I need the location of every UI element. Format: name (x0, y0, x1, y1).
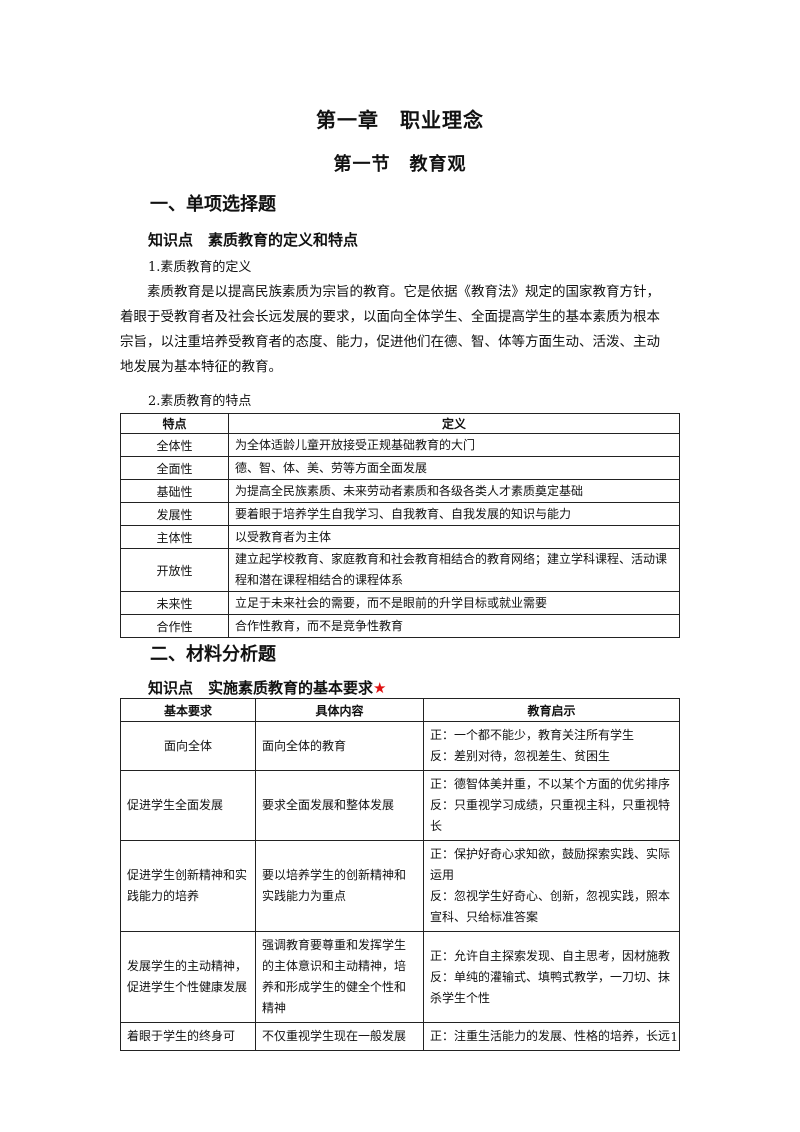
knowledge-point-text: 知识点 实施素质教育的基本要求 (148, 679, 374, 697)
table-row: 发展性 要着眼于培养学生自我学习、自我教育、自我发展的知识与能力 (120, 502, 680, 526)
star-icon: ★ (373, 679, 387, 697)
section-title: 第一节 教育观 (333, 154, 467, 175)
table-row: 未来性 立足于未来社会的需要，而不是眼前的升学目标或就业需要 (120, 591, 680, 615)
part1-knowledge-point: 知识点 素质教育的定义和特点 (148, 231, 359, 249)
feature-name: 基础性 (120, 479, 229, 503)
part1-heading: 一、单项选择题 (150, 194, 276, 215)
content-cell: 要求全面发展和整体发展 (255, 770, 424, 841)
chapter-title: 第一章 职业理念 (316, 108, 484, 132)
feature-definition: 要着眼于培养学生自我学习、自我教育、自我发展的知识与能力 (228, 502, 680, 526)
content-cell: 不仅重视学生现在一般发展 (255, 1022, 424, 1051)
table-row: 面向全体 面向全体的教育 正：一个都不能少，教育关注所有学生 反：差别对待，忽视… (120, 721, 680, 771)
item2-label: 2.素质教育的特点 (148, 394, 252, 409)
feature-name: 全面性 (120, 456, 229, 480)
table-row: 主体性 以受教育者为主体 (120, 525, 680, 549)
implication-cell: 正：一个都不能少，教育关注所有学生 反：差别对待，忽视差生、贫困生 (423, 721, 680, 771)
item1-label: 1.素质教育的定义 (148, 260, 252, 275)
feature-name: 主体性 (120, 525, 229, 549)
table-row: 合作性 合作性教育，而不是竞争性教育 (120, 614, 680, 638)
content-cell: 要以培养学生的创新精神和实践能力为重点 (255, 840, 424, 932)
feature-name: 发展性 (120, 502, 229, 526)
table-row: 促进学生创新精神和实践能力的培养 要以培养学生的创新精神和实践能力为重点 正：保… (120, 840, 680, 932)
column-header: 特点 (120, 413, 229, 434)
feature-definition: 合作性教育，而不是竞争性教育 (228, 614, 680, 638)
implication-cell: 正：保护好奇心求知欲，鼓励探索实践、实际运用 反：忽视学生好奇心、创新，忽视实践… (423, 840, 680, 932)
feature-definition: 建立起学校教育、家庭教育和社会教育相结合的教育网络；建立学科课程、活动课程和潜在… (228, 548, 680, 592)
requirement-cell: 促进学生创新精神和实践能力的培养 (120, 840, 256, 932)
definition-line: 着眼于受教育者及社会长远发展的要求，以面向全体学生、全面提高学生的基本素质为根本 (120, 309, 660, 325)
requirement-cell: 面向全体 (120, 721, 256, 771)
requirement-cell: 着眼于学生的终身可 (120, 1022, 256, 1051)
feature-name: 开放性 (120, 548, 229, 592)
table-header-row: 特点 定义 (120, 413, 680, 434)
feature-definition: 德、智、体、美、劳等方面全面发展 (228, 456, 680, 480)
table-row: 促进学生全面发展 要求全面发展和整体发展 正：德智体美并重，不以某个方面的优劣排… (120, 770, 680, 841)
definition-paragraph: 素质教育是以提高民族素质为宗旨的教育。它是依据《教育法》规定的国家教育方针， 着… (120, 280, 680, 380)
feature-definition: 为全体适龄儿童开放接受正规基础教育的大门 (228, 433, 680, 457)
implication-cell: 正：注重生活能力的发展、性格的培养，长远 (423, 1022, 680, 1051)
column-header: 教育启示 (423, 698, 680, 722)
definition-line: 地发展为基本特征的教育。 (120, 359, 282, 375)
features-table: 特点 定义 全体性 为全体适龄儿童开放接受正规基础教育的大门 全面性 德、智、体… (120, 413, 680, 638)
column-header: 基本要求 (120, 698, 256, 722)
requirement-cell: 发展学生的主动精神，促进学生个性健康发展 (120, 931, 256, 1023)
feature-definition: 为提高全民族素质、未来劳动者素质和各级各类人才素质奠定基础 (228, 479, 680, 503)
content-cell: 面向全体的教育 (255, 721, 424, 771)
table-row: 着眼于学生的终身可 不仅重视学生现在一般发展 正：注重生活能力的发展、性格的培养… (120, 1022, 680, 1051)
part2-heading: 二、材料分析题 (150, 644, 276, 665)
feature-name: 全体性 (120, 433, 229, 457)
part2-knowledge-point: 知识点 实施素质教育的基本要求★ (148, 677, 386, 698)
feature-name: 未来性 (120, 591, 229, 615)
implication-cell: 正：允许自主探索发现、自主思考，因材施教 反：单纯的灌输式、填鸭式教学，一刀切、… (423, 931, 680, 1023)
definition-line: 素质教育是以提高民族素质为宗旨的教育。它是依据《教育法》规定的国家教育方针， (147, 284, 660, 300)
table-row: 全面性 德、智、体、美、劳等方面全面发展 (120, 456, 680, 480)
implication-cell: 正：德智体美并重，不以某个方面的优劣排序 反：只重视学习成绩，只重视主科，只重视… (423, 770, 680, 841)
content-cell: 强调教育要尊重和发挥学生的主体意识和主动精神，培养和形成学生的健全个性和精神 (255, 931, 424, 1023)
table-row: 开放性 建立起学校教育、家庭教育和社会教育相结合的教育网络；建立学科课程、活动课… (120, 548, 680, 592)
feature-name: 合作性 (120, 614, 229, 638)
feature-definition: 以受教育者为主体 (228, 525, 680, 549)
table-row: 发展学生的主动精神，促进学生个性健康发展 强调教育要尊重和发挥学生的主体意识和主… (120, 931, 680, 1023)
page-number: 1 (670, 1030, 678, 1044)
column-header: 定义 (228, 413, 680, 434)
feature-definition: 立足于未来社会的需要，而不是眼前的升学目标或就业需要 (228, 591, 680, 615)
table-header-row: 基本要求 具体内容 教育启示 (120, 698, 680, 722)
definition-line: 宗旨，以注重培养受教育者的态度、能力，促进他们在德、智、体等方面生动、活泼、主动 (120, 334, 660, 350)
requirement-cell: 促进学生全面发展 (120, 770, 256, 841)
requirements-table: 基本要求 具体内容 教育启示 面向全体 面向全体的教育 正：一个都不能少，教育关… (120, 698, 680, 1051)
table-row: 全体性 为全体适龄儿童开放接受正规基础教育的大门 (120, 433, 680, 457)
column-header: 具体内容 (255, 698, 424, 722)
table-row: 基础性 为提高全民族素质、未来劳动者素质和各级各类人才素质奠定基础 (120, 479, 680, 503)
